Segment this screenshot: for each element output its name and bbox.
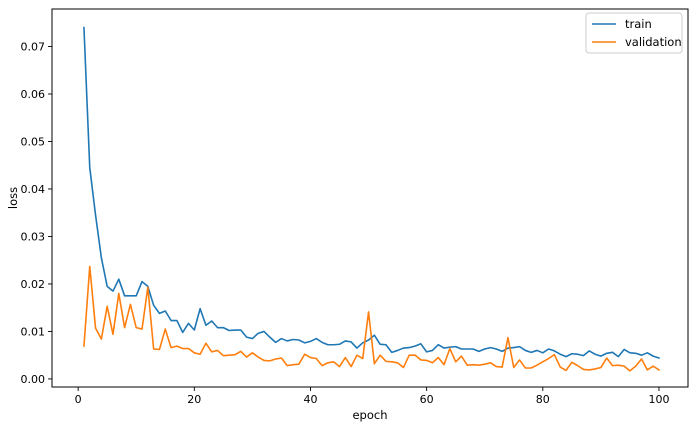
- legend-box: [585, 12, 683, 54]
- validation-series-line: [83, 265, 661, 372]
- y-tick-label: 0.07: [21, 41, 46, 54]
- x-tick-label: 100: [648, 393, 669, 406]
- x-tick-label: 40: [303, 393, 317, 406]
- x-tick-label: 20: [187, 393, 201, 406]
- y-tick-label: 0.06: [21, 88, 46, 101]
- y-tick-label: 0.04: [21, 183, 46, 196]
- x-tick-label: 0: [75, 393, 82, 406]
- y-axis-ticks: 0.00 0.01 0.02 0.03 0.04 0.05 0.06 0.07: [21, 41, 52, 386]
- x-tick-label: 80: [536, 393, 550, 406]
- y-tick-label: 0.03: [21, 230, 46, 243]
- legend-train-label: train: [625, 17, 652, 31]
- plot-lines: [83, 26, 661, 372]
- x-axis-label: epoch: [352, 408, 387, 422]
- train-series-line: [83, 26, 660, 360]
- y-tick-label: 0.02: [21, 278, 46, 291]
- x-tick-label: 60: [420, 393, 434, 406]
- y-tick-label: 0.01: [21, 325, 46, 338]
- y-axis-label: loss: [6, 187, 20, 209]
- legend: train validation: [585, 12, 683, 54]
- legend-validation-label: validation: [625, 35, 682, 49]
- y-tick-label: 0.00: [21, 373, 46, 386]
- y-tick-label: 0.05: [21, 135, 46, 148]
- plot-frame: [51, 8, 689, 388]
- x-axis-ticks: 0 20 40 60 80 100: [75, 387, 669, 406]
